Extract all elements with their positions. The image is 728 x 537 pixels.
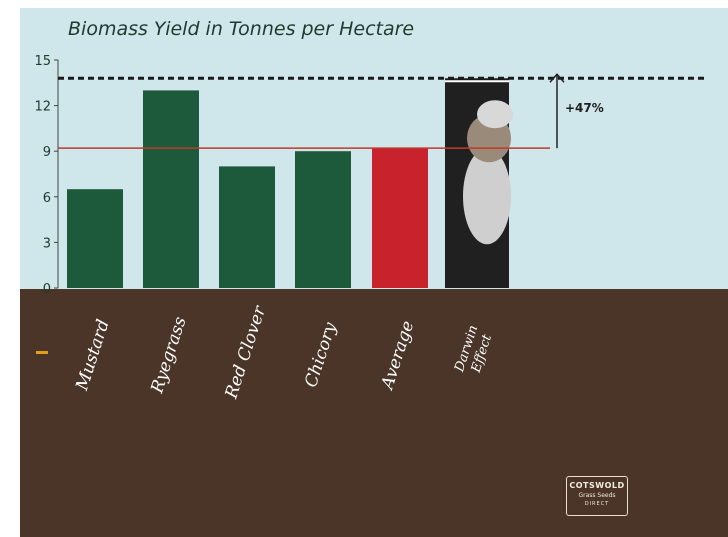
bar-average xyxy=(372,148,428,288)
y-tick-label: 0 xyxy=(43,282,51,297)
bar-red-clover xyxy=(219,166,275,288)
darwin-bar-top xyxy=(445,80,509,83)
cotswold-logo: COTSWOLD Grass Seeds DIRECT xyxy=(566,476,628,516)
increase-annotation: +47% xyxy=(565,101,604,115)
logo-line1: COTSWOLD xyxy=(569,481,625,490)
chart-title: Biomass Yield in Tonnes per Hectare xyxy=(68,18,415,40)
darwin-hair xyxy=(477,100,513,129)
logo-line2: Grass Seeds xyxy=(578,492,616,499)
soil-background xyxy=(20,289,728,537)
y-tick-label: 6 xyxy=(43,191,51,206)
darwin-beard xyxy=(463,148,511,245)
y-tick-label: 3 xyxy=(43,236,51,251)
y-tick-label: 15 xyxy=(34,54,51,69)
increase-arrow-head xyxy=(549,73,565,83)
logo-line3: DIRECT xyxy=(584,501,610,507)
bar-chicory xyxy=(295,151,351,288)
bar-chart: 0 3 6 9 12 15 +47% xyxy=(34,54,705,297)
bar-mustard xyxy=(67,189,123,288)
bar-ryegrass xyxy=(143,90,199,289)
chart-frame: 0 3 6 9 12 15 +47% Biomass Yield in Tonnes per… xyxy=(20,8,728,537)
y-tick-label: 9 xyxy=(43,145,51,160)
soil-marker xyxy=(36,351,48,354)
y-tick-label: 12 xyxy=(34,100,51,115)
